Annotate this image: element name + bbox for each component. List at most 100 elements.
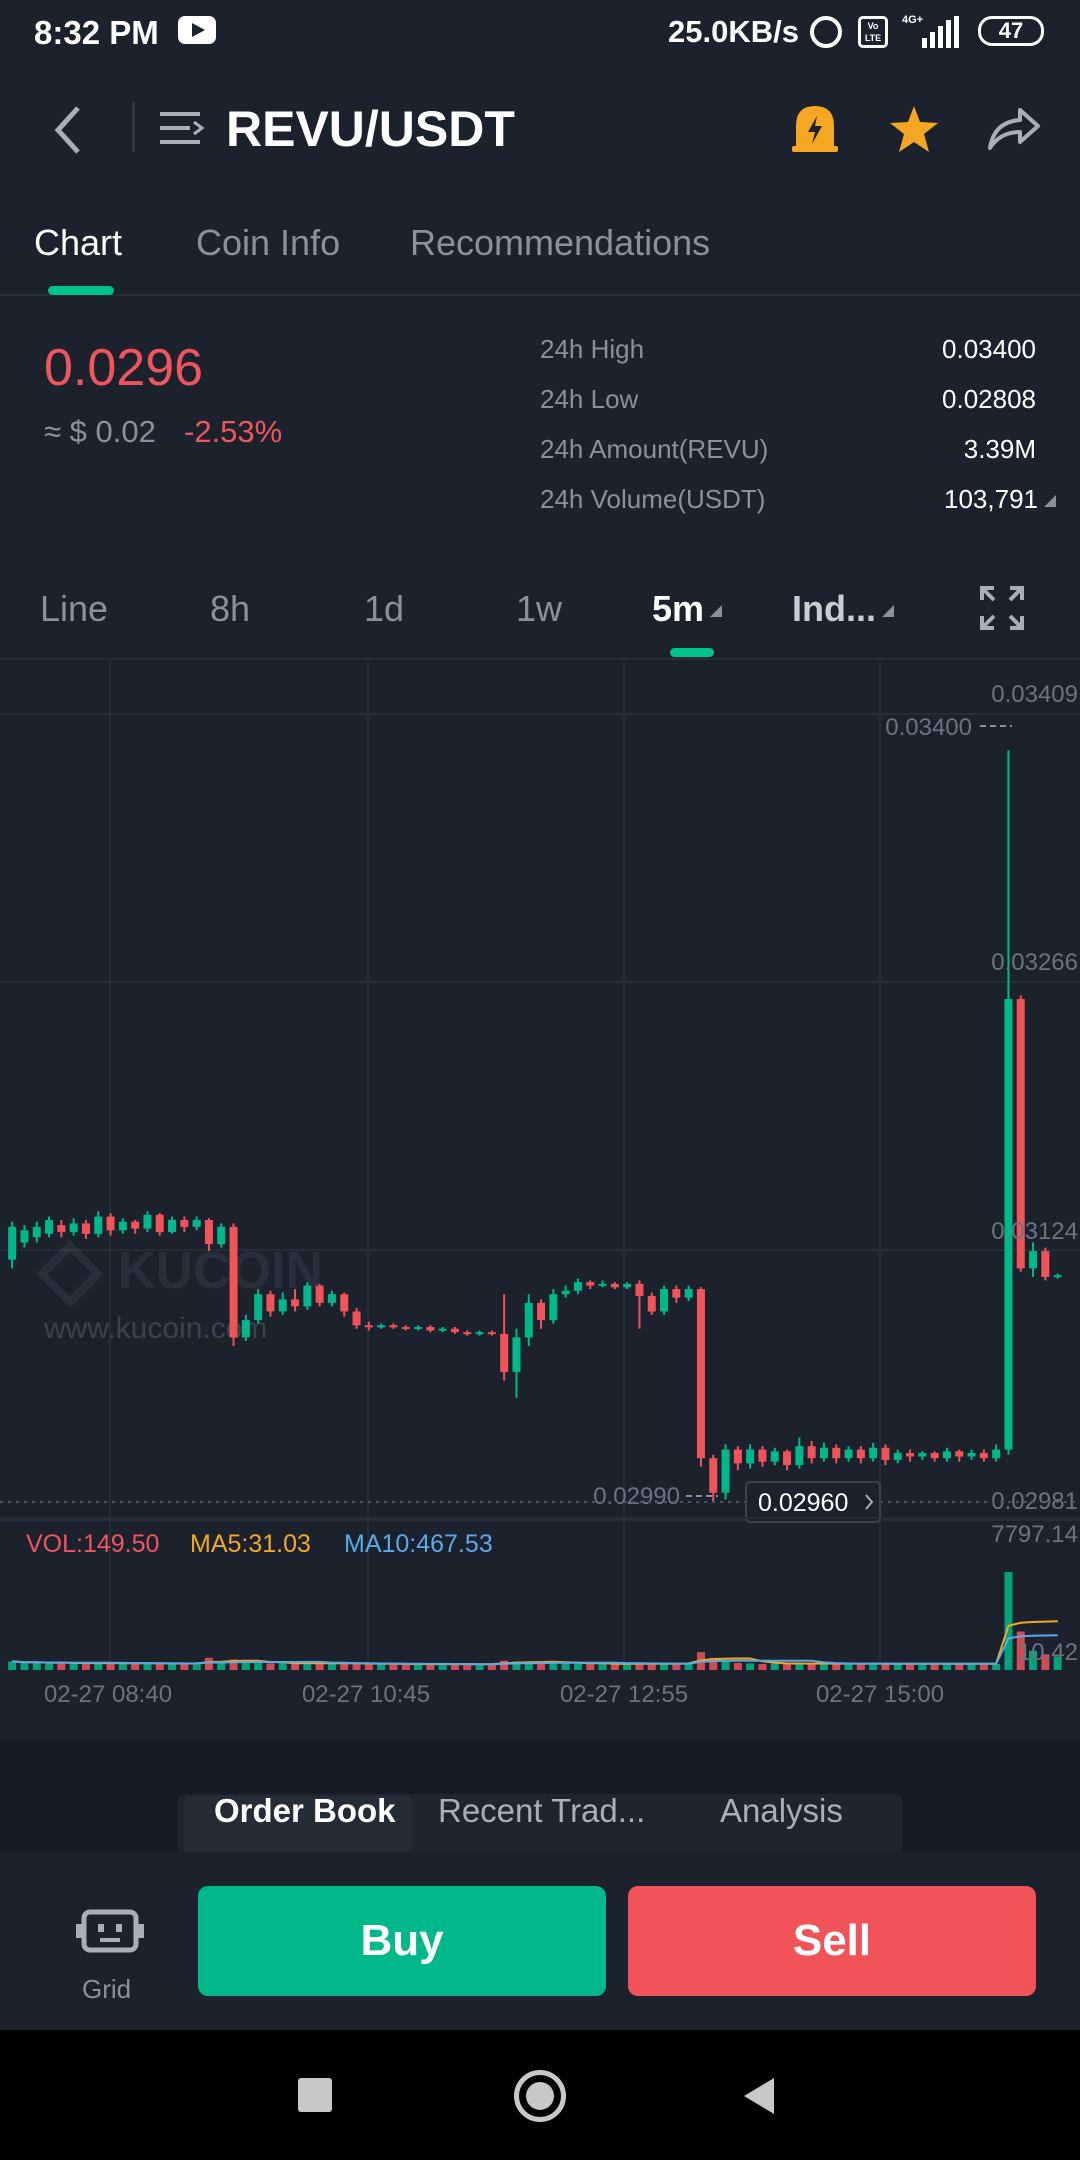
tab-coin-info[interactable]: Coin Info — [196, 222, 341, 263]
active-interval-indicator — [670, 648, 714, 657]
candle-body-41 — [512, 1337, 521, 1372]
candle-body-76 — [942, 1451, 951, 1459]
current-price-tag[interactable]: 0.02960 — [745, 1481, 881, 1523]
volume-bar-7 — [94, 1663, 103, 1670]
volume-bar-37 — [463, 1663, 472, 1670]
interval-5m[interactable]: 5m — [652, 588, 723, 630]
y-tick-1: 0.03266 — [991, 949, 1078, 976]
candle-body-7 — [94, 1216, 103, 1234]
candle-body-35 — [438, 1328, 447, 1331]
interval-5m-label: 5m — [652, 588, 705, 629]
network-speed: 25.0KB/s — [668, 14, 799, 49]
interval-line[interactable]: Line — [40, 588, 109, 629]
volume-bar-73 — [906, 1663, 915, 1670]
kucoin-logo-icon — [36, 1240, 104, 1308]
status-bar: 8:32 PM 25.0KB/s Vo LTE 4G+ 47 — [0, 0, 1080, 64]
volume-bar-35 — [438, 1663, 447, 1670]
back-button[interactable] — [742, 2076, 776, 2116]
candle-body-11 — [143, 1214, 152, 1229]
volume-bar-76 — [942, 1663, 951, 1670]
candle-body-71 — [881, 1447, 890, 1460]
tab-order-book[interactable]: Order Book — [214, 1792, 396, 1829]
volume-bar-64 — [795, 1662, 804, 1670]
volume-bar-23 — [291, 1663, 300, 1670]
price-alert-bell-icon[interactable] — [790, 102, 840, 158]
price-change-percent: -2.53% — [184, 414, 283, 449]
volume-bar-27 — [340, 1662, 349, 1670]
candle-body-68 — [844, 1449, 853, 1459]
battery-icon: 47 — [978, 16, 1044, 46]
volume-bar-54 — [672, 1663, 681, 1670]
volume-bar-3 — [45, 1663, 54, 1670]
grid-label[interactable]: Grid — [82, 1974, 132, 2004]
indicator-dropdown[interactable]: Ind... — [792, 588, 894, 630]
low-marker-label: 0.02990 — [593, 1483, 680, 1510]
volume-bar-43 — [537, 1662, 546, 1670]
candlestick-chart[interactable]: KUCOIN www.kucoin.com 0.03409 0.03266 0.… — [0, 660, 1080, 1740]
volume-bar-65 — [807, 1663, 816, 1670]
volume-bar-41 — [512, 1661, 521, 1670]
volume-bar-0 — [8, 1661, 17, 1670]
volume-bar-8 — [106, 1662, 115, 1670]
volume-bar-57 — [709, 1657, 718, 1670]
x-tick-2: 02-27 12:55 — [560, 1681, 688, 1708]
volume-bar-80 — [992, 1663, 1001, 1670]
tab-recommendations[interactable]: Recommendations — [410, 222, 711, 263]
volume-bar-55 — [684, 1663, 693, 1670]
approx-usd-price: ≈ $ 0.02 — [44, 414, 156, 449]
volume-bar-24 — [303, 1662, 312, 1670]
tab-analysis[interactable]: Analysis — [720, 1792, 843, 1829]
price-chart[interactable]: KUCOIN www.kucoin.com 0.03409 0.03266 0.… — [0, 660, 1080, 1740]
volume-bar-42 — [524, 1661, 533, 1670]
indicator-caret-icon — [882, 605, 894, 618]
last-price: 0.0296 — [44, 339, 204, 397]
fullscreen-icon[interactable] — [980, 586, 1024, 630]
volume-bar-53 — [660, 1663, 669, 1670]
volte-icon: Vo LTE — [858, 16, 888, 48]
candle-body-40 — [500, 1333, 509, 1372]
stat-value-volume[interactable]: 103,791 — [944, 484, 1056, 515]
recents-button[interactable] — [298, 2078, 332, 2112]
volume-ma5-line — [12, 1620, 1058, 1666]
y-tick-0: 0.03409 — [991, 681, 1078, 708]
volume-bar-69 — [856, 1663, 865, 1670]
candle-body-51 — [635, 1283, 644, 1296]
volume-bar-19 — [241, 1662, 250, 1670]
legend-ma10: MA10:467.53 — [344, 1530, 493, 1558]
volume-bar-78 — [967, 1663, 976, 1670]
home-button[interactable] — [514, 2070, 566, 2122]
candle-body-66 — [819, 1447, 828, 1459]
menu-list-icon[interactable] — [160, 108, 206, 148]
candle-body-53 — [660, 1289, 669, 1312]
volume-bar-81 — [1004, 1572, 1013, 1670]
volume-bar-60 — [746, 1663, 755, 1670]
volume-bar-1 — [20, 1662, 29, 1670]
tab-chart[interactable]: Chart — [34, 222, 123, 263]
candle-body-77 — [955, 1451, 964, 1457]
x-tick-3: 02-27 15:00 — [816, 1681, 944, 1708]
volume-value-text: 103,791 — [944, 484, 1038, 514]
sell-button[interactable]: Sell — [628, 1886, 1036, 1996]
candle-body-78 — [967, 1453, 976, 1457]
share-icon[interactable] — [986, 106, 1042, 152]
interval-bar: Line 8h 1d 1w 5m Ind... — [0, 546, 1080, 660]
page-title[interactable]: REVU/USDT — [226, 101, 515, 157]
volume-bar-21 — [266, 1663, 275, 1670]
candle-body-75 — [930, 1453, 939, 1459]
stat-value-low: 0.02808 — [942, 384, 1036, 414]
back-arrow-icon[interactable] — [50, 104, 84, 156]
buy-button[interactable]: Buy — [198, 1886, 606, 1996]
interval-1d[interactable]: 1d — [364, 588, 405, 629]
volume-bar-44 — [549, 1662, 558, 1670]
volume-bar-10 — [131, 1663, 140, 1670]
status-time: 8:32 PM — [34, 14, 159, 51]
candles — [8, 750, 1062, 1502]
tab-recent-trades[interactable]: Recent Trad... — [438, 1792, 646, 1829]
interval-1w[interactable]: 1w — [516, 588, 563, 629]
candle-body-74 — [918, 1453, 927, 1457]
candle-body-29 — [364, 1325, 373, 1328]
interval-8h[interactable]: 8h — [210, 588, 251, 629]
grid-bot-icon[interactable] — [74, 1904, 146, 1962]
favorite-star-icon[interactable] — [888, 104, 940, 154]
candle-body-54 — [672, 1289, 681, 1298]
